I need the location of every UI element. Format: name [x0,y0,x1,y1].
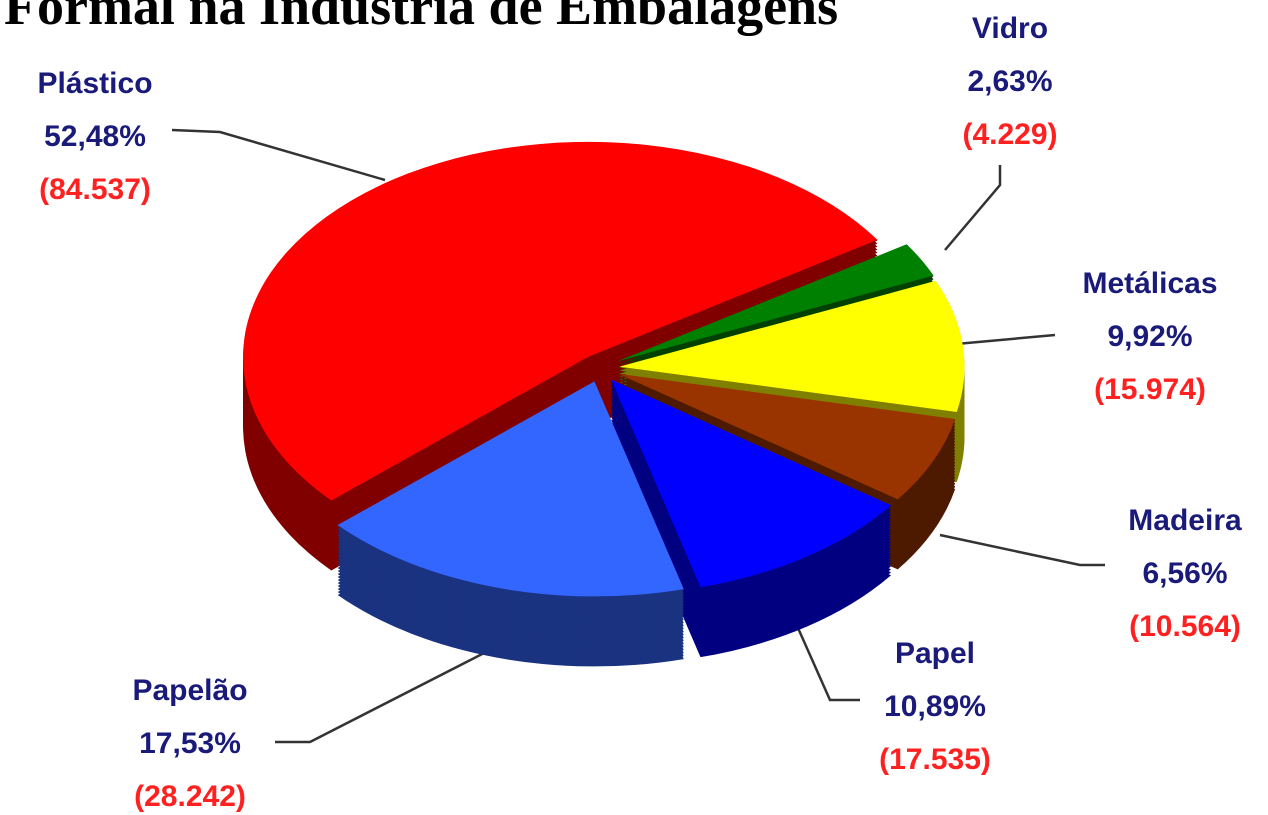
leader-line [944,165,1002,251]
count-label: (28.242) [134,780,246,813]
slice [337,381,684,597]
leader-lines [171,128,1105,744]
slice [243,141,878,501]
count-label: (4.229) [962,118,1057,151]
value-label: 10,89% [884,690,986,723]
leader-line [275,648,491,744]
leader-line [939,533,1105,567]
slice [611,379,891,588]
leader-line [788,609,860,702]
slice [619,280,965,412]
value-label: 2,63% [967,65,1052,98]
category-label: Papelão [132,674,247,707]
value-label: 52,48% [44,120,146,153]
count-label: (17.535) [879,743,991,776]
category-label: Vidro [972,12,1048,45]
category-label: Metálicas [1082,267,1217,300]
slice [617,373,956,500]
category-label: Plástico [37,67,152,100]
value-label: 9,92% [1107,320,1192,353]
leader-line [171,128,386,182]
category-label: Madeira [1128,504,1242,537]
leader-line [944,333,1056,347]
slice [617,244,934,362]
count-label: (84.537) [39,173,151,206]
count-label: (10.564) [1129,610,1241,643]
chart-title: Formal na Indústria de Embalagens [4,0,838,36]
value-label: 17,53% [139,727,241,760]
value-label: 6,56% [1142,557,1227,590]
count-label: (15.974) [1094,373,1206,406]
category-label: Papel [895,637,975,670]
